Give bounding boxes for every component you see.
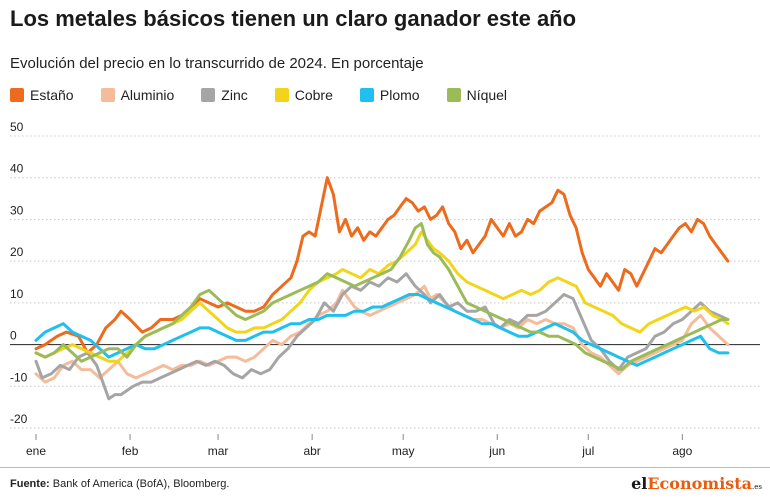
legend-item: Zinc (201, 87, 248, 103)
legend-swatch (274, 88, 289, 102)
legend-label: Estaño (30, 87, 74, 103)
y-tick-label: -10 (10, 370, 28, 384)
legend-label: Níquel (466, 87, 508, 103)
legend-label: Aluminio (120, 87, 175, 103)
y-tick-label: 50 (10, 120, 24, 134)
source-note: Fuente: Bank of America (BofA), Bloomber… (10, 478, 229, 490)
x-tick-label: abr (303, 444, 320, 458)
y-tick-label: 30 (10, 203, 24, 217)
legend-item: Cobre (274, 87, 333, 103)
y-tick-label: 20 (10, 245, 24, 259)
x-tick-label: jul (581, 444, 594, 458)
series-line-níquel (34, 222, 730, 372)
x-tick-label: mar (208, 444, 229, 458)
chart-subtitle: Evolución del precio en lo transcurrido … (10, 55, 424, 72)
legend-label: Cobre (294, 87, 333, 103)
legend-item: Estaño (10, 87, 74, 103)
y-tick-label: -20 (10, 412, 28, 426)
y-tick-label: 0 (10, 329, 17, 343)
y-tick-label: 10 (10, 287, 24, 301)
legend-swatch (100, 88, 115, 102)
legend-item: Níquel (446, 87, 508, 103)
legend-label: Plomo (379, 87, 420, 103)
legend: Estaño Aluminio Zinc Cobre Plomo Níquel (10, 87, 534, 103)
x-tick-label: jun (488, 444, 505, 458)
series-line-estaño (34, 176, 730, 355)
x-tick-label: ene (26, 444, 46, 458)
legend-swatch (10, 88, 24, 102)
legend-swatch (201, 88, 216, 102)
legend-label: Zinc (221, 87, 248, 103)
source-text: Bank of America (BofA), Bloomberg. (52, 478, 230, 490)
y-tick-label: 40 (10, 162, 24, 176)
x-tick-label: feb (122, 444, 139, 458)
x-tick-label: ago (672, 444, 692, 458)
footer-divider (0, 467, 770, 468)
x-tick-label: may (392, 444, 415, 458)
line-chart: -20 -10 0 10 20 30 40 50 ene feb mar abr may jun jul ag… (10, 120, 760, 458)
legend-item: Aluminio (100, 87, 175, 103)
chart-title: Los metales básicos tienen un claro gana… (10, 6, 577, 31)
series-line-zinc (34, 272, 730, 401)
legend-item: Plomo (359, 87, 420, 103)
brand-logo: elEconomista.es (631, 474, 762, 493)
legend-swatch (359, 88, 374, 102)
series-line-plomo (34, 293, 730, 367)
source-label: Fuente: (10, 478, 50, 490)
legend-swatch (446, 88, 461, 102)
